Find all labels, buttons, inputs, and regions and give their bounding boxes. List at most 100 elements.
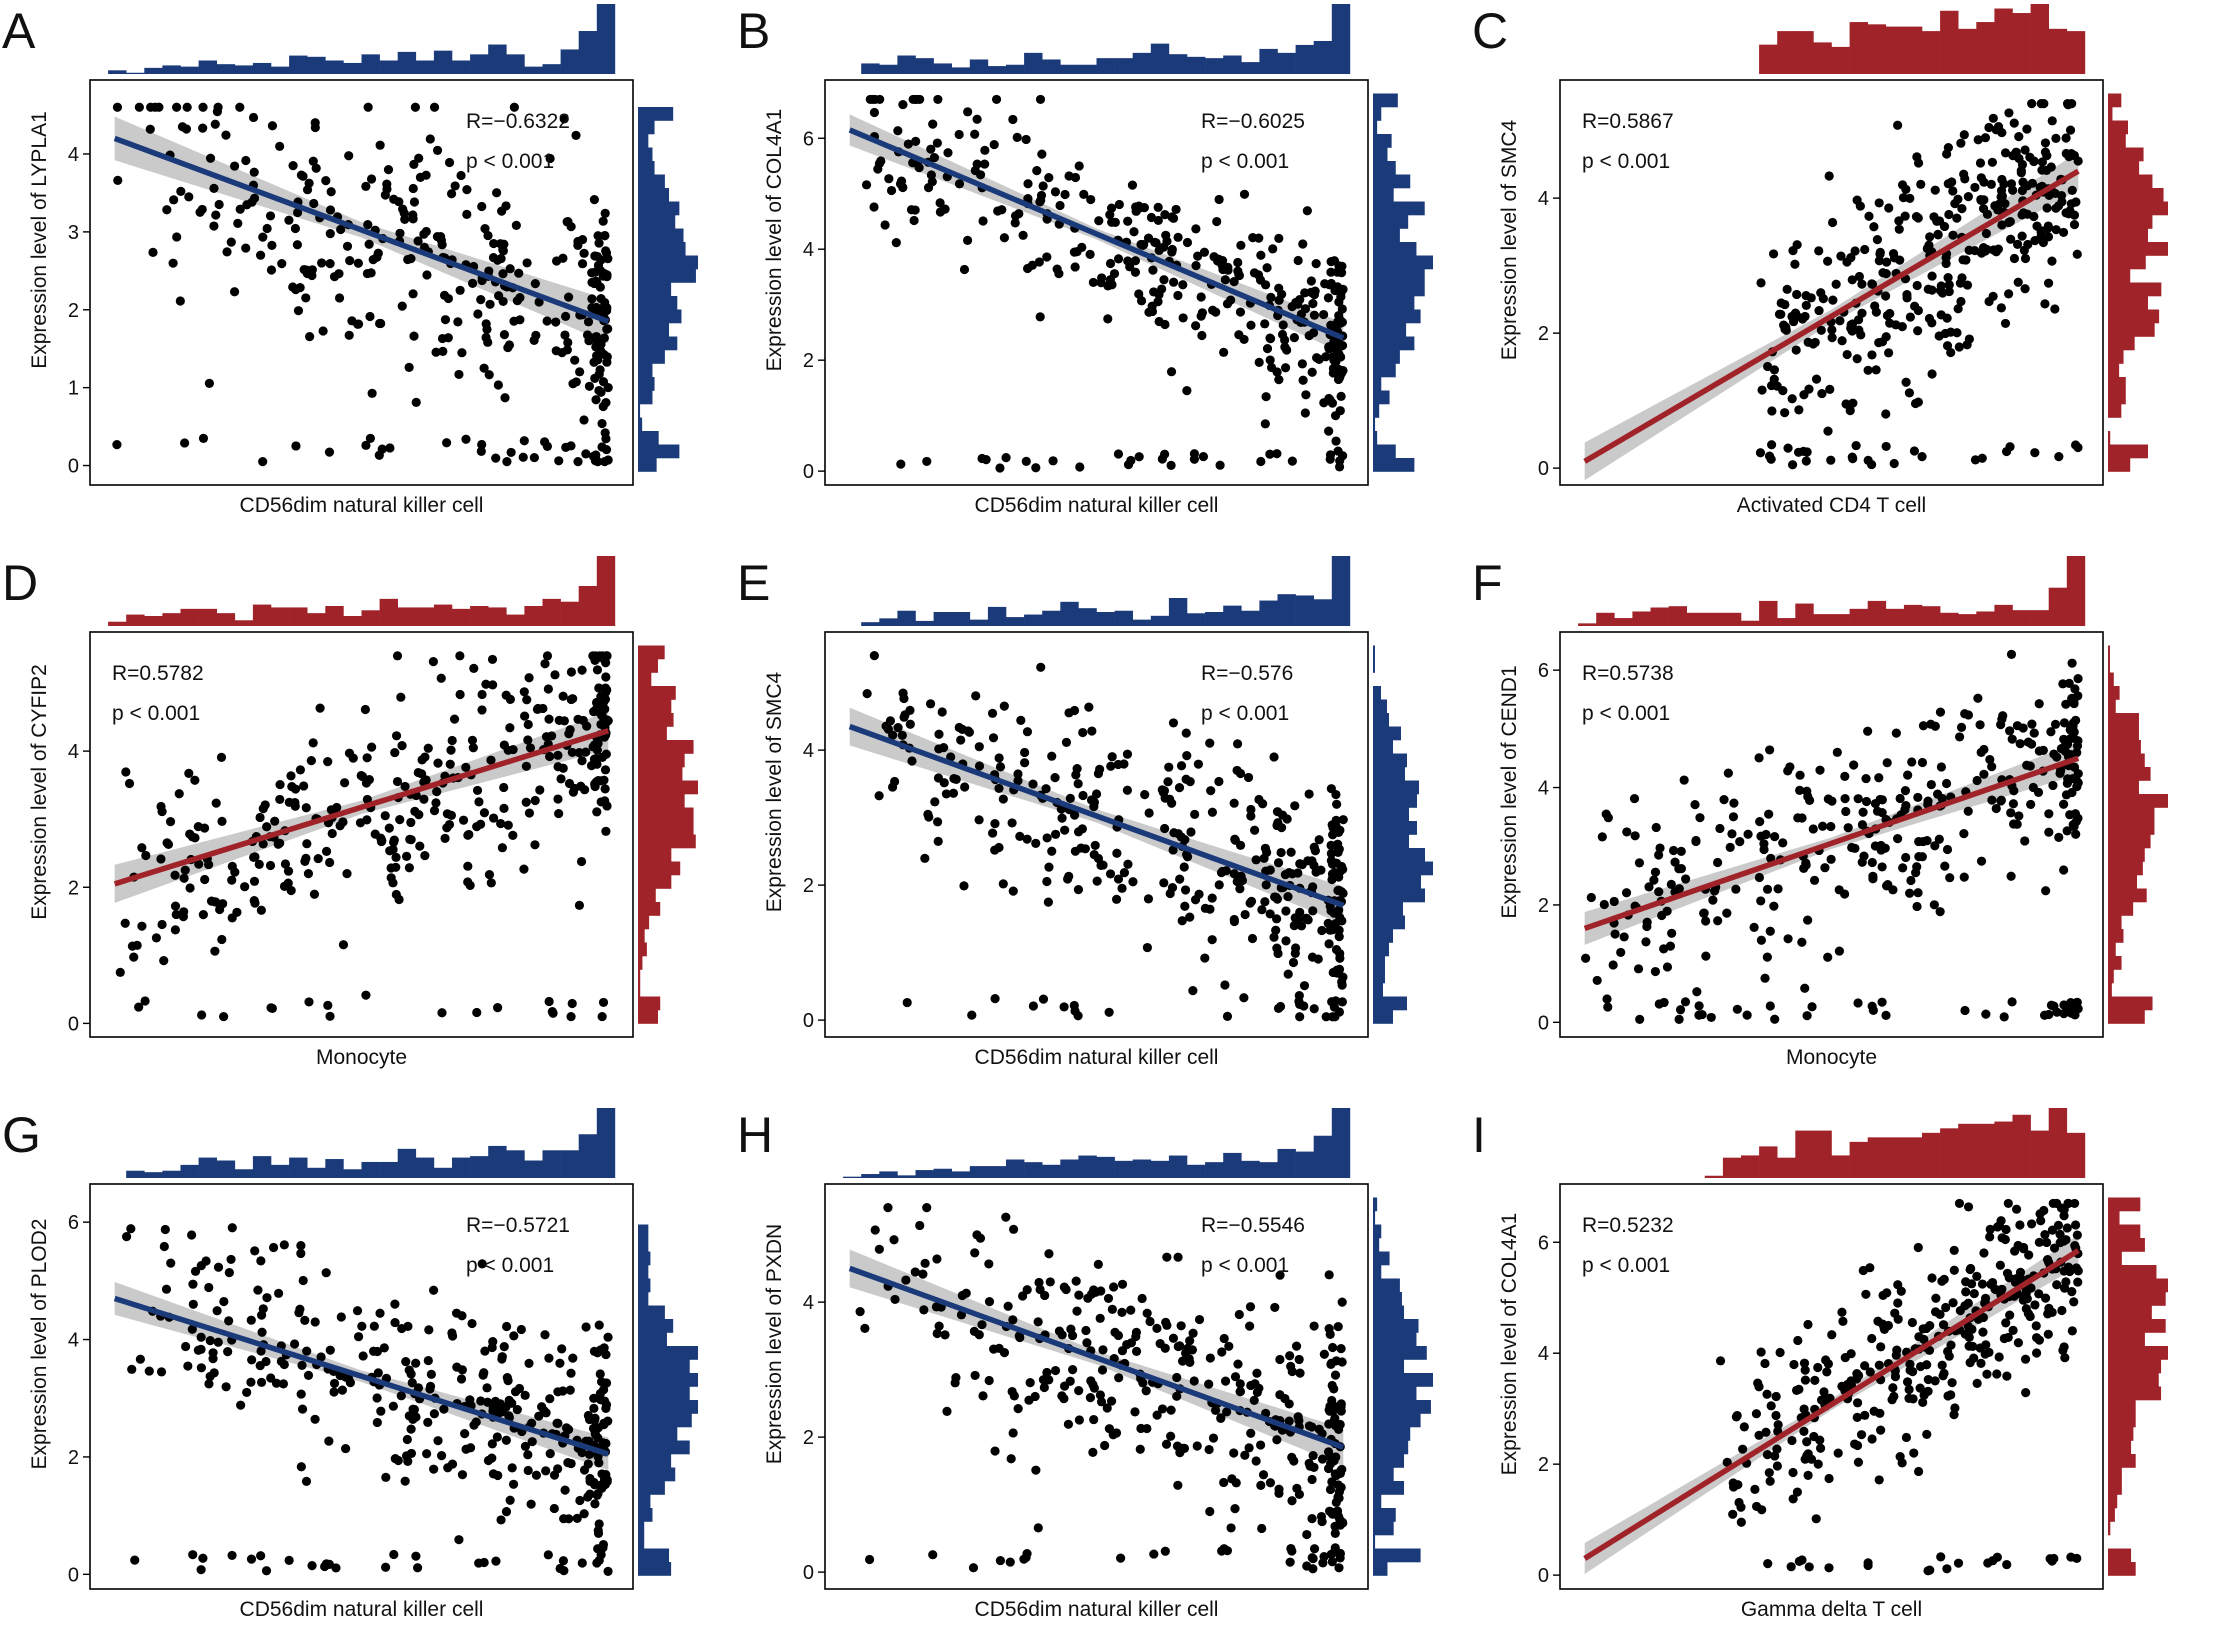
data-point bbox=[956, 735, 966, 745]
data-point bbox=[1113, 449, 1124, 459]
y-axis-label-text: Expression level of CEND1 bbox=[1498, 665, 1521, 919]
data-point bbox=[115, 967, 125, 977]
data-point bbox=[247, 1355, 257, 1365]
data-point bbox=[2043, 278, 2054, 288]
data-point bbox=[1877, 337, 1888, 347]
data-point bbox=[1280, 870, 1290, 880]
data-point bbox=[576, 856, 587, 867]
data-point bbox=[1256, 250, 1266, 260]
data-point bbox=[1756, 831, 1766, 841]
top-histogram-bar bbox=[542, 1150, 561, 1178]
data-point bbox=[2070, 1220, 2081, 1230]
data-point bbox=[1107, 1304, 1117, 1314]
data-point bbox=[1822, 1367, 1832, 1377]
data-point bbox=[1801, 300, 1811, 311]
data-point bbox=[1191, 321, 1201, 331]
data-point bbox=[560, 330, 570, 340]
data-point bbox=[2020, 145, 2030, 155]
data-point bbox=[1912, 280, 1922, 291]
top-histogram-bar bbox=[198, 60, 217, 74]
data-point bbox=[1085, 1393, 1096, 1403]
panel-letter: I bbox=[1472, 1107, 1486, 1163]
data-point bbox=[499, 782, 509, 793]
data-point bbox=[1654, 999, 1664, 1009]
y-axis-label-text: Expression level of COL4A1 bbox=[763, 108, 786, 372]
data-point bbox=[1246, 804, 1256, 815]
data-point bbox=[601, 1438, 611, 1449]
data-point bbox=[1155, 1339, 1165, 1349]
data-point bbox=[1797, 1555, 1807, 1565]
data-point bbox=[1245, 898, 1255, 908]
top-histogram-bar bbox=[452, 608, 471, 626]
data-point bbox=[1976, 173, 1986, 183]
data-point bbox=[161, 1284, 172, 1294]
data-point bbox=[1878, 268, 1888, 278]
data-point bbox=[1272, 914, 1282, 924]
data-point bbox=[1939, 221, 1950, 232]
data-point bbox=[261, 1566, 272, 1576]
data-point bbox=[1619, 932, 1629, 942]
top-histogram-bar bbox=[1114, 58, 1133, 74]
data-point bbox=[1967, 1324, 1977, 1334]
data-point bbox=[1963, 806, 1973, 816]
data-point bbox=[442, 823, 452, 833]
data-point bbox=[1309, 1321, 1319, 1331]
data-point bbox=[358, 1351, 368, 1361]
data-point bbox=[1674, 864, 1684, 874]
right-histogram-bar bbox=[1373, 915, 1405, 930]
data-point bbox=[1674, 1014, 1684, 1024]
data-point bbox=[1290, 948, 1300, 958]
data-point bbox=[1927, 271, 1937, 281]
data-point bbox=[2050, 719, 2061, 729]
top-histogram-bar bbox=[1331, 1108, 1351, 1178]
data-point bbox=[148, 247, 158, 258]
data-point bbox=[176, 186, 186, 196]
data-point bbox=[1061, 737, 1072, 747]
data-point bbox=[1852, 1369, 1862, 1379]
data-point bbox=[310, 1414, 320, 1424]
data-point bbox=[329, 1378, 340, 1389]
data-point bbox=[995, 1555, 1006, 1566]
data-point bbox=[137, 921, 147, 931]
data-point bbox=[1764, 1468, 1774, 1478]
data-point bbox=[1252, 1368, 1262, 1378]
right-histogram-bar bbox=[1373, 1386, 1417, 1401]
data-point bbox=[1107, 752, 1117, 762]
right-histogram-bar bbox=[1373, 404, 1380, 418]
data-point bbox=[1326, 256, 1336, 267]
data-point bbox=[991, 94, 1002, 105]
data-point bbox=[250, 1246, 260, 1256]
top-histogram-bar bbox=[1994, 8, 2013, 74]
data-point bbox=[190, 1266, 201, 1276]
data-point bbox=[397, 741, 407, 751]
data-point bbox=[1057, 1391, 1067, 1401]
top-histogram-bar bbox=[1259, 1162, 1278, 1178]
data-point bbox=[1867, 279, 1877, 289]
data-point bbox=[601, 1403, 611, 1414]
data-point bbox=[1701, 916, 1711, 926]
data-point bbox=[390, 747, 400, 758]
right-histogram-bar bbox=[2108, 780, 2139, 795]
data-point bbox=[278, 1379, 289, 1389]
data-point bbox=[1220, 275, 1230, 285]
data-point bbox=[888, 782, 898, 792]
data-point bbox=[2040, 147, 2051, 157]
data-point bbox=[1845, 406, 1855, 416]
data-point bbox=[1182, 750, 1192, 761]
data-point bbox=[1123, 256, 1133, 266]
data-point bbox=[363, 219, 373, 230]
data-point bbox=[1104, 1007, 1114, 1017]
data-point bbox=[342, 868, 352, 879]
data-point bbox=[1269, 932, 1279, 942]
data-point bbox=[2032, 1348, 2042, 1358]
data-point bbox=[300, 1315, 310, 1326]
data-point bbox=[406, 817, 416, 828]
data-point bbox=[1097, 273, 1107, 283]
data-point bbox=[596, 710, 607, 720]
right-histogram-bar bbox=[1373, 134, 1392, 148]
data-point bbox=[893, 126, 903, 136]
data-point bbox=[344, 151, 354, 161]
